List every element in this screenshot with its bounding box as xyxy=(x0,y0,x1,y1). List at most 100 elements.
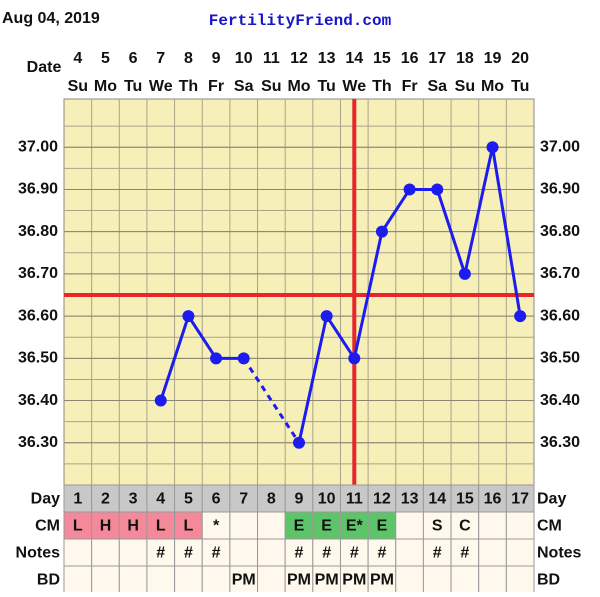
table-cell xyxy=(478,511,507,540)
cell-text: 15 xyxy=(456,491,474,508)
cell-text: # xyxy=(377,545,386,562)
weekday-label: Sa xyxy=(234,78,254,95)
y-tick-label: 37.00 xyxy=(18,138,58,155)
y-tick-label-right: 36.40 xyxy=(540,392,580,409)
temp-point xyxy=(210,352,223,365)
cell-text: 13 xyxy=(401,491,419,508)
cell-text: 9 xyxy=(295,491,304,508)
table-cell xyxy=(505,565,535,594)
cell-text: 5 xyxy=(184,491,193,508)
temp-point xyxy=(320,310,333,323)
cell-text: E xyxy=(294,518,305,535)
date-label: 17 xyxy=(428,50,446,67)
y-tick-label-right: 37.00 xyxy=(540,138,580,155)
cell-text: PM xyxy=(315,572,339,589)
weekday-label: Su xyxy=(455,78,475,95)
table-cell xyxy=(118,538,148,567)
cell-text: 6 xyxy=(212,491,221,508)
cell-text: E xyxy=(321,518,332,535)
date-label: 9 xyxy=(212,50,221,67)
table-cell xyxy=(174,538,203,567)
cell-text: 4 xyxy=(156,491,165,508)
date-label: 20 xyxy=(511,50,529,67)
cell-text: H xyxy=(127,518,139,535)
weekday-label: We xyxy=(342,78,366,95)
table-cell xyxy=(422,484,452,513)
temp-point xyxy=(458,267,471,280)
temp-point xyxy=(154,394,167,407)
weekday-label: Fr xyxy=(402,78,418,95)
table-cell xyxy=(229,484,259,513)
weekday-label: Sa xyxy=(427,78,447,95)
cell-text: * xyxy=(213,518,220,535)
chart-date: Aug 04, 2019 xyxy=(2,10,100,27)
cell-text: 3 xyxy=(129,491,138,508)
weekday-label: Tu xyxy=(317,78,335,95)
cell-text: PM xyxy=(232,572,256,589)
table-cell xyxy=(478,538,507,567)
table-cell xyxy=(63,538,93,567)
cell-text: E* xyxy=(346,518,364,535)
temp-point xyxy=(375,225,388,238)
date-label: 19 xyxy=(484,50,502,67)
cell-text: # xyxy=(184,545,193,562)
table-cell xyxy=(146,484,176,513)
temp-point xyxy=(293,436,305,449)
date-label: 15 xyxy=(373,50,391,67)
table-cell xyxy=(395,484,424,513)
y-tick-label: 36.50 xyxy=(18,350,58,367)
y-tick-label: 36.70 xyxy=(18,265,58,282)
row-label: BD xyxy=(37,572,60,589)
table-cell xyxy=(312,484,341,513)
date-label: 6 xyxy=(129,50,138,67)
weekday-label: Th xyxy=(372,78,392,95)
y-tick-label: 36.30 xyxy=(18,434,58,451)
cell-text: 8 xyxy=(267,491,276,508)
date-label: 7 xyxy=(156,50,165,67)
date-label: Date xyxy=(27,59,62,76)
cell-text: L xyxy=(156,518,166,535)
cell-text: # xyxy=(295,545,304,562)
row-label-right: BD xyxy=(537,572,560,589)
row-label: Day xyxy=(31,491,60,508)
cell-text: # xyxy=(460,545,469,562)
cell-text: H xyxy=(100,518,112,535)
table-cell xyxy=(505,538,535,567)
temp-point xyxy=(348,352,361,365)
temp-point xyxy=(403,183,416,196)
cell-text: # xyxy=(156,545,165,562)
table-cell xyxy=(257,565,286,594)
cell-text: 11 xyxy=(346,491,363,508)
cell-text: E xyxy=(377,518,388,535)
weekday-label: Su xyxy=(261,78,281,95)
row-label: CM xyxy=(35,518,60,535)
table-cell xyxy=(146,565,176,594)
gap-connector xyxy=(242,357,301,444)
row-label-right: Day xyxy=(537,491,566,508)
cell-text: S xyxy=(432,518,443,535)
row-label-right: CM xyxy=(537,518,562,535)
weekday-label: Mo xyxy=(481,78,504,95)
y-tick-label: 36.90 xyxy=(18,181,58,198)
table-cell xyxy=(339,484,369,513)
date-label: 14 xyxy=(345,50,363,67)
y-tick-label-right: 36.90 xyxy=(540,181,580,198)
weekday-label: Tu xyxy=(124,78,142,95)
cell-text: 14 xyxy=(428,491,446,508)
table-cell xyxy=(91,565,120,594)
y-tick-label-right: 36.70 xyxy=(540,265,580,282)
table-cell xyxy=(339,511,369,540)
y-tick-label-right: 36.30 xyxy=(540,434,580,451)
table-cell xyxy=(312,538,341,567)
weekday-label: Tu xyxy=(511,78,529,95)
date-label: 13 xyxy=(318,50,336,67)
cell-text: 10 xyxy=(318,491,336,508)
cell-text: 7 xyxy=(239,491,248,508)
cell-text: PM xyxy=(287,572,311,589)
weekday-label: Su xyxy=(68,78,88,95)
cell-text: 2 xyxy=(101,491,110,508)
cell-text: # xyxy=(322,545,331,562)
table-cell xyxy=(505,484,535,513)
weekday-label: Mo xyxy=(94,78,117,95)
